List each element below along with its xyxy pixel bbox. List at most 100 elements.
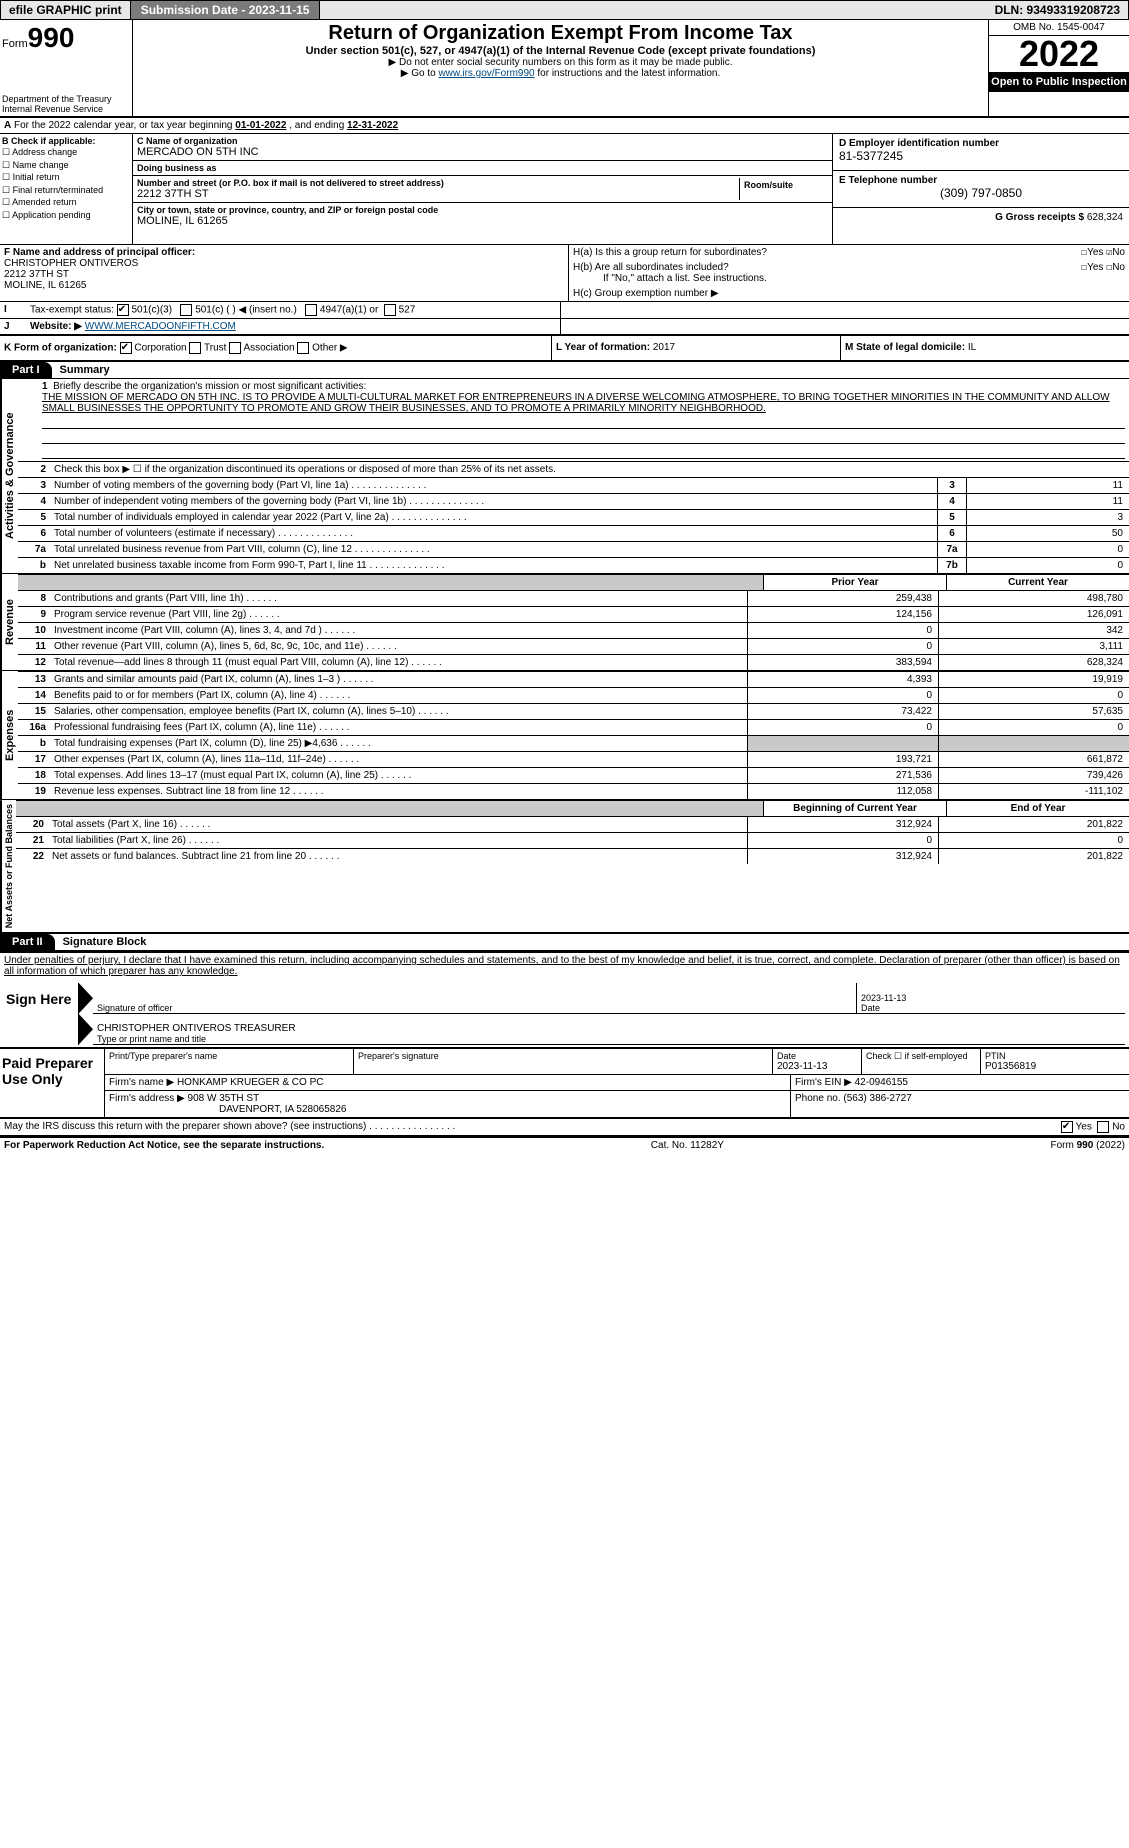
page-footer: For Paperwork Reduction Act Notice, see … (0, 1137, 1129, 1153)
chk-pending[interactable]: Application pending (2, 209, 130, 222)
row-klm: K Form of organization: Corporation Trus… (0, 336, 1129, 362)
fin-row: 10Investment income (Part VIII, column (… (18, 622, 1129, 638)
k-assoc: Association (243, 343, 294, 354)
hb-text: H(b) Are all subordinates included? (573, 262, 729, 273)
chk-501c[interactable] (180, 304, 192, 316)
officer-name-title: CHRISTOPHER ONTIVEROS TREASURER Type or … (93, 1014, 1125, 1045)
fin-row: 19Revenue less expenses. Subtract line 1… (18, 783, 1129, 799)
arrow-icon (79, 983, 93, 1013)
fin-row: 14Benefits paid to or for members (Part … (18, 687, 1129, 703)
ptin-lab: PTIN (985, 1051, 1125, 1061)
c-name-lab: C Name of organization (137, 136, 828, 146)
summary-row: 7aTotal unrelated business revenue from … (18, 541, 1129, 557)
submission-date-btn[interactable]: Submission Date - 2023-11-15 (131, 1, 321, 19)
city-lab: City or town, state or province, country… (137, 205, 828, 215)
col-b: B Check if applicable: Address change Na… (0, 134, 133, 244)
tax-year: 2022 (989, 36, 1129, 72)
i-527: 527 (399, 305, 416, 316)
firm-phone: (563) 386-2727 (843, 1093, 911, 1104)
firm-name: HONKAMP KRUEGER & CO PC (177, 1077, 324, 1088)
ein-lab: D Employer identification number (839, 138, 999, 149)
block-na: Net Assets or Fund Balances Beginning of… (0, 800, 1129, 934)
prep-check-lab[interactable]: Check ☐ if self-employed (866, 1051, 968, 1061)
hb-no: No (1112, 262, 1125, 273)
k-corp: Corporation (134, 343, 186, 354)
gross-val: 628,324 (1087, 212, 1123, 223)
section-bcd: B Check if applicable: Address change Na… (0, 134, 1129, 245)
prep-date: 2023-11-13 (777, 1061, 827, 1072)
m-val: IL (968, 342, 976, 353)
website-link[interactable]: WWW.MERCADOONFIFTH.COM (85, 321, 236, 332)
i-501c: 501(c) ( ) ◀ (insert no.) (195, 305, 297, 316)
row-j: J Website: ▶ WWW.MERCADOONFIFTH.COM (0, 319, 1129, 336)
officer-signature[interactable]: Signature of officer (93, 983, 856, 1014)
chk-trust[interactable] (189, 342, 201, 354)
part-ii-badge: Part II (0, 934, 55, 950)
part-ii-title: Signature Block (55, 936, 147, 948)
fin-row: 13Grants and similar amounts paid (Part … (18, 671, 1129, 687)
gross-lab: G Gross receipts $ (995, 212, 1084, 223)
chk-name[interactable]: Name change (2, 159, 130, 172)
part-i-header: Part I Summary (0, 362, 1129, 379)
tab-na: Net Assets or Fund Balances (0, 800, 16, 932)
discuss-row: May the IRS discuss this return with the… (0, 1119, 1129, 1137)
part-i-badge: Part I (0, 362, 52, 378)
ha-text: H(a) Is this a group return for subordin… (573, 247, 767, 258)
efile-label: efile GRAPHIC print (1, 1, 131, 19)
fin-row: 16aProfessional fundraising fees (Part I… (18, 719, 1129, 735)
fin-row: 22Net assets or fund balances. Subtract … (16, 848, 1129, 864)
a-end: 12-31-2022 (347, 120, 398, 131)
firm-addr2: DAVENPORT, IA 528065826 (109, 1104, 347, 1115)
perjury-declaration: Under penalties of perjury, I declare th… (4, 955, 1125, 977)
current-year-hdr: Current Year (946, 575, 1129, 590)
firm-phone-lab: Phone no. (795, 1093, 841, 1104)
form-header: Form990 Department of the Treasury Inter… (0, 20, 1129, 118)
sig-date-cell: 2023-11-13 Date (856, 983, 1125, 1014)
discuss-answer[interactable]: Yes No (1061, 1121, 1125, 1133)
chk-assoc[interactable] (229, 342, 241, 354)
chk-amended[interactable]: Amended return (2, 196, 130, 209)
officer-addr1: 2212 37TH ST (4, 269, 69, 280)
discuss-text: May the IRS discuss this return with the… (4, 1121, 366, 1132)
chk-corp[interactable] (120, 342, 132, 354)
q2-text: Check this box ▶ ☐ if the organization d… (50, 462, 1129, 477)
summary-row: bNet unrelated business taxable income f… (18, 557, 1129, 573)
dba-lab: Doing business as (137, 163, 828, 173)
goto-pre: ▶ Go to (401, 68, 439, 79)
h-block: H(a) Is this a group return for subordin… (568, 245, 1129, 301)
discuss-no-chk[interactable] (1097, 1121, 1109, 1133)
discuss-yes-chk[interactable] (1061, 1121, 1073, 1133)
row-2: 2 Check this box ▶ ☐ if the organization… (18, 461, 1129, 477)
goto-line: ▶ Go to www.irs.gov/Form990 for instruct… (139, 68, 982, 79)
chk-initial[interactable]: Initial return (2, 171, 130, 184)
prep-name-lab: Print/Type preparer's name (109, 1051, 217, 1061)
fin-row: 17Other expenses (Part IX, column (A), l… (18, 751, 1129, 767)
ha-answer[interactable]: ☐Yes ☑No (1081, 247, 1125, 258)
chk-address[interactable]: Address change (2, 146, 130, 159)
chk-527[interactable] (384, 304, 396, 316)
chk-final[interactable]: Final return/terminated (2, 184, 130, 197)
chk-4947[interactable] (305, 304, 317, 316)
name-title-val: CHRISTOPHER ONTIVEROS TREASURER (97, 1023, 1121, 1034)
discuss-yes: Yes (1076, 1122, 1092, 1133)
officer-name: CHRISTOPHER ONTIVEROS (4, 258, 138, 269)
dln-label: DLN: 93493319208723 (987, 1, 1128, 19)
prep-sig-lab: Preparer's signature (358, 1051, 439, 1061)
fin-row: 11Other revenue (Part VIII, column (A), … (18, 638, 1129, 654)
org-name: MERCADO ON 5TH INC (137, 146, 828, 158)
fin-row: 18Total expenses. Add lines 13–17 (must … (18, 767, 1129, 783)
fin-row: 15Salaries, other compensation, employee… (18, 703, 1129, 719)
paid-label: Paid Preparer Use Only (0, 1049, 105, 1117)
firm-ein-lab: Firm's EIN ▶ (795, 1077, 852, 1088)
chk-501c3[interactable] (117, 304, 129, 316)
hb-yes: Yes (1087, 262, 1103, 273)
chk-other[interactable] (297, 342, 309, 354)
block-exp: Expenses 13Grants and similar amounts pa… (0, 671, 1129, 800)
hb-answer[interactable]: ☐Yes ☐No (1081, 262, 1125, 273)
fin-row: 21Total liabilities (Part X, line 26) . … (16, 832, 1129, 848)
arrow-icon (79, 1014, 93, 1044)
room-lab: Room/suite (744, 180, 824, 190)
street-lab: Number and street (or P.O. box if mail i… (137, 178, 739, 188)
l-val: 2017 (653, 342, 675, 353)
irs-link[interactable]: www.irs.gov/Form990 (438, 68, 534, 79)
